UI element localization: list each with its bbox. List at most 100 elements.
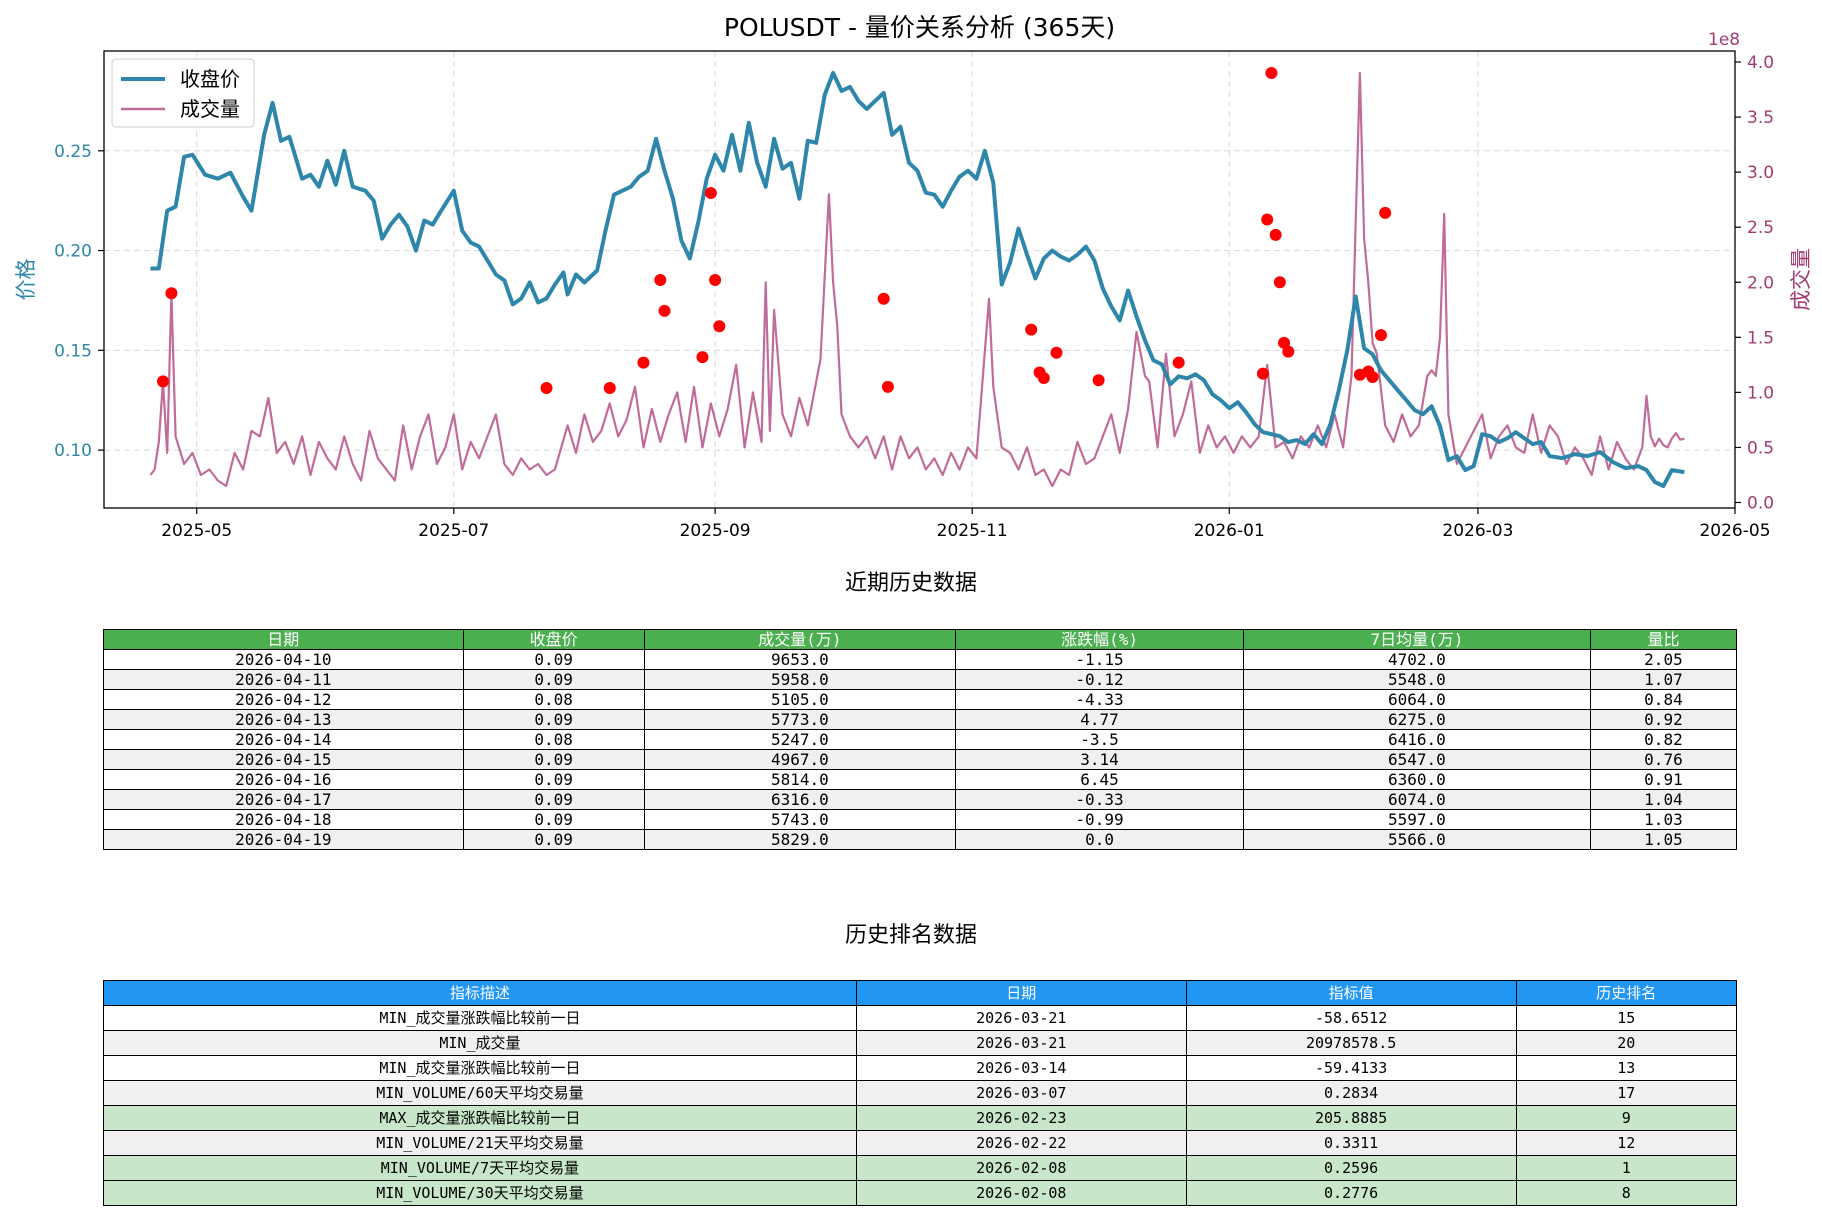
volume-spike-marker (1092, 374, 1105, 387)
table-row: MIN_成交量涨跌幅比较前一日 2026-03-21 -58.6512 15 (103, 1005, 1738, 1031)
y2-tick-label: 2.5 (1747, 218, 1774, 238)
table-cell: 2026-04-10 (103, 649, 464, 670)
y2-axis-label: 成交量 (1789, 248, 1813, 311)
table-cell: 1.07 (1589, 669, 1738, 690)
table-cell: 3.14 (955, 749, 1244, 770)
table-cell: 5958.0 (643, 669, 957, 690)
y-tick-label: 0.15 (54, 341, 92, 361)
price-volume-chart: 2025-05 2025-07 2025-09 2025-11 2026-01 2026-… (0, 0, 1822, 560)
table-cell: 20 (1515, 1030, 1738, 1056)
table-cell: -0.12 (955, 669, 1244, 690)
table-row: MAX_成交量涨跌幅比较前一日 2026-02-23 205.8885 9 (103, 1105, 1738, 1131)
legend-volume-label: 成交量 (180, 97, 240, 121)
table-cell: 2026-03-21 (855, 1005, 1187, 1031)
table-cell: 0.3311 (1185, 1130, 1517, 1156)
recent-header-cell: 成交量(万) (643, 629, 957, 650)
table-cell: 6074.0 (1242, 789, 1591, 810)
table-row: MIN_成交量涨跌幅比较前一日 2026-03-14 -59.4133 13 (103, 1055, 1738, 1081)
table-cell: -0.99 (955, 809, 1244, 830)
x-tick-label: 2026-05 (1699, 521, 1770, 541)
recent-table-header: 日期 收盘价 成交量(万) 涨跌幅(%) 7日均量(万) 量比 (103, 629, 1738, 650)
table-cell: 12 (1515, 1130, 1738, 1156)
table-cell: 5773.0 (643, 709, 957, 730)
table-cell: 13 (1515, 1055, 1738, 1081)
table-cell: 6316.0 (643, 789, 957, 810)
volume-spike-marker (1269, 228, 1282, 241)
table-row: 2026-04-15 0.09 4967.0 3.14 6547.0 0.76 (103, 749, 1738, 770)
table-cell: 6416.0 (1242, 729, 1591, 750)
table-cell: -3.5 (955, 729, 1244, 750)
y2-tick-label: 0.0 (1747, 493, 1774, 513)
table-cell: 0.2834 (1185, 1080, 1517, 1106)
table-cell: 2026-02-08 (855, 1155, 1187, 1181)
y-tick-label: 0.10 (54, 441, 92, 461)
table-cell: 9653.0 (643, 649, 957, 670)
volume-spike-marker (658, 304, 671, 317)
table-cell: 0.76 (1589, 749, 1738, 770)
table-row: 2026-04-18 0.09 5743.0 -0.99 5597.0 1.03 (103, 809, 1738, 830)
volume-spike-marker (1256, 367, 1269, 380)
table-cell: 1.05 (1589, 829, 1738, 850)
volume-spike-marker (713, 320, 726, 333)
table-cell: 0.09 (462, 809, 645, 830)
ranking-table-title: 历史排名数据 (844, 923, 977, 948)
recent-header-cell: 7日均量(万) (1242, 629, 1591, 650)
volume-spike-marker (704, 187, 717, 200)
table-cell: -58.6512 (1185, 1005, 1517, 1031)
table-cell: 2026-04-11 (103, 669, 464, 690)
table-row: MIN_VOLUME/30天平均交易量 2026-02-08 0.2776 8 (103, 1180, 1738, 1206)
table-cell: 8 (1515, 1180, 1738, 1206)
table-cell: 2026-04-18 (103, 809, 464, 830)
volume-spike-marker (1265, 67, 1278, 80)
volume-spike-marker (1379, 206, 1392, 219)
y-tick-label: 0.25 (54, 142, 92, 162)
table-cell: 6.45 (955, 769, 1244, 790)
table-cell: 5743.0 (643, 809, 957, 830)
table-cell: 0.2596 (1185, 1155, 1517, 1181)
table-cell: 2026-04-15 (103, 749, 464, 770)
table-cell: 2026-03-07 (855, 1080, 1187, 1106)
table-row: MIN_VOLUME/60天平均交易量 2026-03-07 0.2834 17 (103, 1080, 1738, 1106)
table-cell: -1.15 (955, 649, 1244, 670)
table-cell: 0.92 (1589, 709, 1738, 730)
table-cell: 0.84 (1589, 689, 1738, 710)
table-cell: 6275.0 (1242, 709, 1591, 730)
y2-tick-label: 2.0 (1747, 273, 1774, 293)
x-tick-label: 2026-01 (1194, 521, 1265, 541)
y2-multiplier: 1e8 (1708, 30, 1740, 50)
y-tick-label: 0.20 (54, 242, 92, 262)
volume-spike-marker (1025, 323, 1038, 336)
y2-tick-label: 1.0 (1747, 383, 1774, 403)
table-cell: -59.4133 (1185, 1055, 1517, 1081)
table-cell: 0.09 (462, 789, 645, 810)
table-cell: -4.33 (955, 689, 1244, 710)
table-cell: 0.91 (1589, 769, 1738, 790)
ranking-table-header: 指标描述 日期 指标值 历史排名 (103, 980, 1738, 1006)
plot-frame (103, 50, 1736, 509)
table-cell: 0.09 (462, 749, 645, 770)
table-cell: 2026-02-22 (855, 1130, 1187, 1156)
volume-spike-marker (540, 381, 553, 394)
table-cell: MIN_VOLUME/60天平均交易量 (103, 1080, 857, 1106)
chart-svg: 2025-05 2025-07 2025-09 2025-11 2026-01 2026-… (14, 13, 1813, 541)
table-cell: 6360.0 (1242, 769, 1591, 790)
table-cell: 2026-04-14 (103, 729, 464, 750)
table-cell: 2026-04-12 (103, 689, 464, 710)
ranking-header-cell: 指标描述 (103, 980, 857, 1006)
table-cell: -0.33 (955, 789, 1244, 810)
x-tick-label: 2025-07 (418, 521, 489, 541)
x-tick-label: 2025-11 (937, 521, 1008, 541)
y2-tick-label: 0.5 (1747, 438, 1774, 458)
table-cell: 0.08 (462, 729, 645, 750)
table-cell: 2026-03-21 (855, 1030, 1187, 1056)
table-cell: 2026-02-08 (855, 1180, 1187, 1206)
y2-tick-label: 3.0 (1747, 163, 1774, 183)
volume-spike-marker (881, 380, 894, 393)
table-row: 2026-04-11 0.09 5958.0 -0.12 5548.0 1.07 (103, 669, 1738, 690)
table-cell: 0.08 (462, 689, 645, 710)
recent-table-title: 近期历史数据 (844, 571, 977, 596)
ranking-header-cell: 指标值 (1185, 980, 1517, 1006)
legend-price-label: 收盘价 (180, 67, 240, 91)
volume-spike-marker (165, 287, 178, 300)
table-cell: 20978578.5 (1185, 1030, 1517, 1056)
